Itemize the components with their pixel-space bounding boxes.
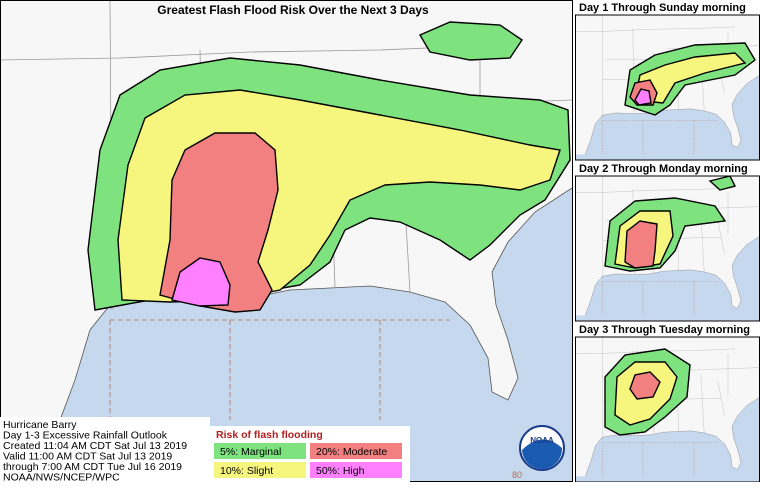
main-map: 80 Greatest Flash Flood Risk Over the Ne…: [0, 0, 572, 482]
panel-title: Day 3 Through Tuesday morning: [579, 324, 750, 336]
info-line: Created 11:04 AM CDT Sat Jul 13 2019: [3, 440, 187, 452]
high-area: [171, 257, 231, 307]
info-line: Day 1-3 Excessive Rainfall Outlook: [3, 430, 168, 442]
panel: Day 1 Through Sunday morning: [575, 0, 760, 161]
legend-label: 20%: Moderate: [316, 446, 387, 458]
legend-swatch: [310, 462, 402, 478]
panel-title: Day 2 Through Monday morning: [579, 163, 748, 175]
legend-title: Risk of flash flooding: [216, 429, 323, 441]
info-line: Valid 11:00 AM CDT Sat Jul 13 2019: [3, 451, 172, 463]
info-background: [0, 417, 210, 482]
panel-title: Day 1 Through Sunday morning: [579, 2, 746, 14]
legend-swatch: [214, 443, 306, 459]
info-line: Hurricane Barry: [3, 419, 77, 431]
legend-label: 5%: Marginal: [220, 446, 281, 458]
main-title: Greatest Flash Flood Risk Over the Next …: [157, 3, 429, 17]
marginal-area-north: [418, 21, 523, 61]
panel: Day 2 Through Monday morning: [575, 161, 760, 322]
annotation: 80: [512, 470, 522, 480]
legend-label: 50%: High: [316, 465, 365, 477]
info-line: NOAA/NWS/NCEP/WPC: [3, 472, 120, 483]
noaa-logo: NOAA: [519, 425, 565, 471]
legend-label: 10%: Slight: [220, 465, 273, 477]
panel: Day 3 Through Tuesday morning: [575, 322, 760, 483]
info-line: through 7:00 AM CDT Tue Jul 16 2019: [3, 461, 182, 473]
legend-swatch: [310, 443, 402, 459]
legend: Risk of flash flooding 5%: Marginal 20%: …: [210, 426, 410, 482]
logo-text: NOAA: [530, 436, 554, 445]
legend-swatch: [214, 462, 306, 478]
